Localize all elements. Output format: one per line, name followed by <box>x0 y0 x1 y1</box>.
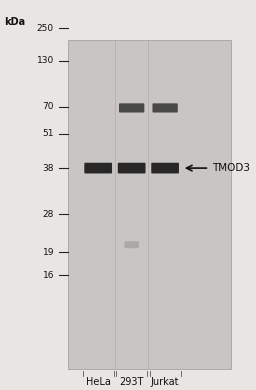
FancyBboxPatch shape <box>119 103 144 113</box>
Text: 19: 19 <box>42 248 54 257</box>
Text: 38: 38 <box>42 163 54 173</box>
Text: Jurkat: Jurkat <box>151 377 179 387</box>
Text: 70: 70 <box>42 102 54 111</box>
FancyBboxPatch shape <box>124 241 139 248</box>
FancyBboxPatch shape <box>151 163 179 174</box>
FancyBboxPatch shape <box>118 163 145 174</box>
Text: 28: 28 <box>42 209 54 218</box>
FancyBboxPatch shape <box>153 103 178 113</box>
Text: 250: 250 <box>37 24 54 33</box>
Text: 293T: 293T <box>120 377 144 387</box>
Text: TMOD3: TMOD3 <box>212 163 250 173</box>
Text: HeLa: HeLa <box>86 377 111 387</box>
FancyBboxPatch shape <box>84 163 112 174</box>
Text: 130: 130 <box>37 56 54 65</box>
Bar <box>68 40 231 369</box>
Text: 16: 16 <box>42 271 54 280</box>
Text: kDa: kDa <box>4 17 25 27</box>
Text: 51: 51 <box>42 129 54 138</box>
